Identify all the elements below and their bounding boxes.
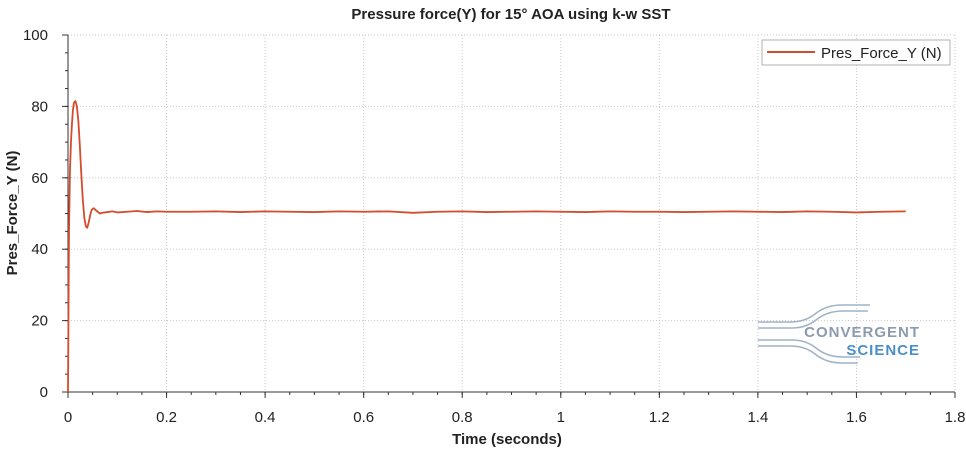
x-tick-label: 1.6 <box>846 409 867 426</box>
y-tick-label: 100 <box>23 27 48 44</box>
grid-lines <box>68 34 956 392</box>
y-tick-label: 40 <box>31 241 48 258</box>
legend-label: Pres_Force_Y (N) <box>821 45 942 62</box>
y-axis-label: Pres_Force_Y (N) <box>4 151 21 276</box>
x-tick-label: 1.2 <box>649 409 670 426</box>
x-axis-label: Time (seconds) <box>452 431 562 448</box>
chart-title: Pressure force(Y) for 15° AOA using k-w … <box>351 6 670 23</box>
x-tick-label: 0.4 <box>255 409 276 426</box>
x-tick-label: 1 <box>557 409 565 426</box>
y-tick-label: 0 <box>40 384 48 401</box>
y-tick-label: 20 <box>31 313 48 330</box>
convergent-science-watermark: CONVERGENT SCIENCE <box>758 304 920 364</box>
legend: Pres_Force_Y (N) <box>761 39 951 66</box>
series-line <box>67 100 906 393</box>
watermark-swoosh-icon <box>758 304 870 364</box>
x-tick-label: 0 <box>64 409 72 426</box>
x-tick-label: 0.6 <box>353 409 374 426</box>
y-tick-label: 80 <box>31 98 48 115</box>
y-tick-label: 60 <box>31 170 48 187</box>
tick-labels: 0 0.2 0.4 0.6 0.8 1 1.2 1.4 1.6 1.8 0 20 40 60 80 100 <box>23 27 965 426</box>
watermark-line1: CONVERGENT <box>804 324 920 341</box>
x-tick-label: 1.4 <box>747 409 768 426</box>
x-tick-label: 1.8 <box>945 409 966 426</box>
axes <box>62 34 956 398</box>
watermark-line2: SCIENCE <box>846 342 920 359</box>
x-tick-label: 0.2 <box>156 409 177 426</box>
x-tick-label: 0.8 <box>452 409 473 426</box>
series-layer <box>67 100 906 393</box>
